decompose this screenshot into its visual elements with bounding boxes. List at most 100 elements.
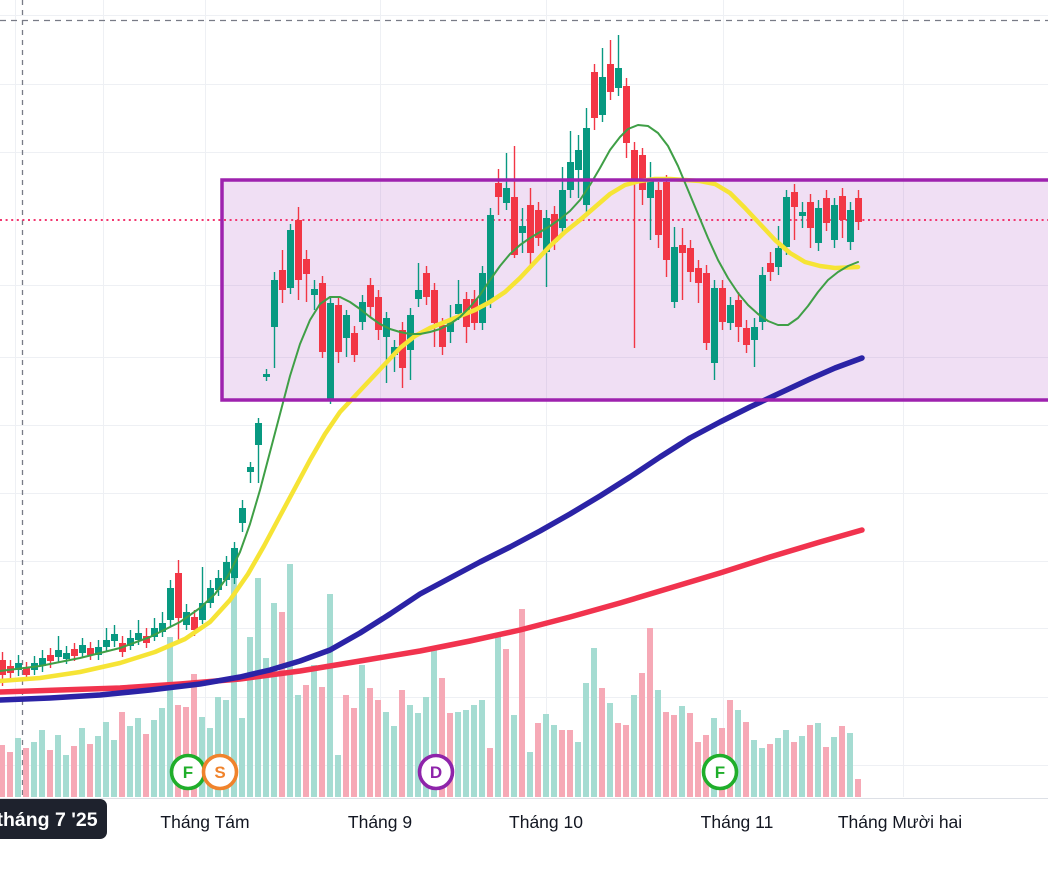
candle — [103, 628, 110, 652]
volume-bar — [55, 735, 61, 797]
volume-bar — [23, 748, 29, 797]
candle — [15, 655, 22, 676]
volume-bar — [615, 723, 621, 797]
event-marker-circle[interactable] — [201, 753, 239, 791]
ma-long-navy-line — [0, 355, 865, 703]
candle-body — [711, 288, 718, 363]
date-badge-label: tháng 7 '25 — [0, 809, 98, 831]
volume-bar — [191, 674, 197, 797]
volume-bar — [199, 717, 205, 797]
candle-body — [335, 305, 342, 352]
candle-body — [423, 273, 430, 297]
candle-body — [415, 290, 422, 299]
candle-body — [671, 247, 678, 302]
candle-body — [583, 128, 590, 205]
volume-bar — [623, 725, 629, 797]
candle — [583, 108, 590, 212]
volume-bar — [247, 637, 253, 797]
candle-body — [703, 273, 710, 343]
volume-bar — [343, 695, 349, 797]
event-marker[interactable]: F — [701, 753, 739, 791]
event-marker[interactable]: S — [201, 753, 239, 791]
candle-body — [159, 623, 166, 632]
candle-body — [455, 304, 462, 314]
candle-body — [351, 333, 358, 355]
volume-bar — [471, 705, 477, 797]
candle — [167, 580, 174, 626]
candle — [783, 190, 790, 255]
candle — [263, 369, 270, 381]
candle-body — [775, 248, 782, 267]
volume-bar — [383, 712, 389, 797]
time-axis[interactable]: Tháng Tám Tháng 9 Tháng 10 Tháng 11 Tháng Mư… — [0, 798, 1048, 878]
volume-bar — [679, 706, 685, 797]
month-label: Tháng 9 — [348, 812, 412, 832]
candles-layer — [0, 35, 862, 686]
volume-bar — [327, 594, 333, 797]
candle — [591, 64, 598, 130]
event-marker[interactable]: D — [417, 753, 455, 791]
candle — [743, 320, 750, 353]
candle-body — [551, 214, 558, 242]
candle — [719, 280, 726, 330]
candle — [279, 250, 286, 303]
volume-bar — [423, 697, 429, 797]
candle — [311, 280, 318, 310]
candle — [87, 642, 94, 660]
event-marker[interactable]: F — [169, 753, 207, 791]
volume-bar — [431, 648, 437, 797]
candle-body — [367, 285, 374, 307]
event-marker-circle[interactable] — [701, 753, 739, 791]
volume-bar — [447, 713, 453, 797]
volume-bar — [279, 612, 285, 797]
candle — [111, 625, 118, 647]
candle — [847, 202, 854, 250]
candle-body — [399, 330, 406, 368]
volume-bar — [567, 730, 573, 797]
candle-body — [735, 300, 742, 327]
range-box-border[interactable] — [220, 178, 1048, 402]
volume-bar — [455, 712, 461, 797]
candle-body — [103, 640, 110, 647]
candle-body — [111, 634, 118, 641]
candle-body — [591, 72, 598, 118]
candle — [695, 260, 702, 303]
candle-body — [303, 259, 310, 274]
candle-body — [615, 68, 622, 88]
volume-bar — [439, 678, 445, 797]
candle-body — [151, 628, 158, 637]
candle-body — [519, 226, 526, 233]
candle — [95, 640, 102, 660]
ma-fast-green-line — [0, 124, 859, 672]
candle-body — [63, 653, 70, 659]
event-marker-circle[interactable] — [417, 753, 455, 791]
volume-bar — [727, 700, 733, 797]
candle-body — [407, 315, 414, 350]
candle — [807, 194, 814, 248]
candle — [735, 292, 742, 342]
candle-body — [127, 638, 134, 646]
candle-body — [215, 578, 222, 590]
volume-bar — [799, 736, 805, 797]
volume-bar — [79, 728, 85, 797]
month-label: Tháng 10 — [509, 812, 583, 832]
candle — [247, 462, 254, 483]
volume-bar — [783, 730, 789, 797]
candle-body — [823, 198, 830, 223]
candle-body — [87, 648, 94, 655]
volume-bar — [807, 725, 813, 797]
volume-bar — [119, 712, 125, 797]
month-label: Tháng 11 — [701, 812, 774, 832]
candle — [607, 40, 614, 100]
candle — [303, 250, 310, 302]
candle — [495, 169, 502, 215]
volume-bar — [855, 779, 861, 797]
candle — [855, 190, 862, 230]
time-axis-background[interactable] — [0, 798, 1048, 878]
candle-body — [759, 275, 766, 322]
gridlines — [0, 0, 1048, 797]
volume-bar — [847, 733, 853, 797]
candle-body — [431, 290, 438, 323]
